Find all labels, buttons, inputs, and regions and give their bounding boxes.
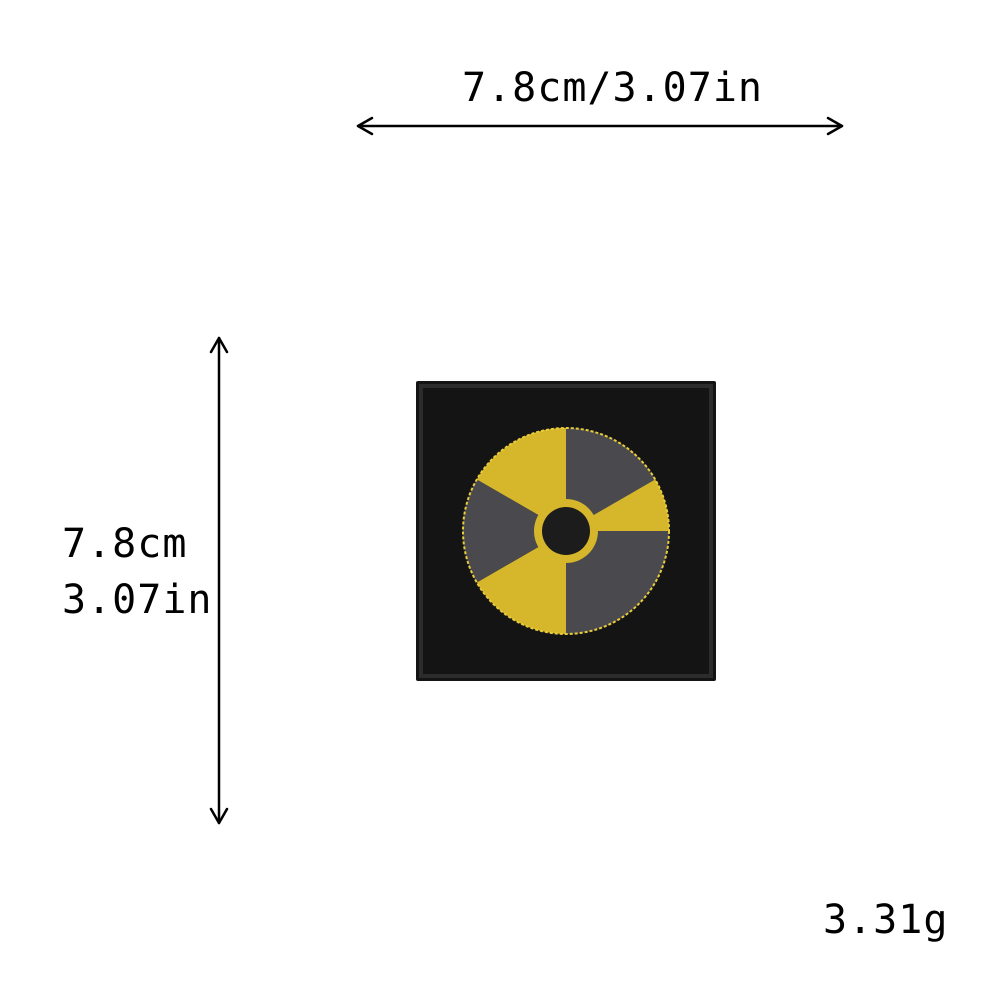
height-dimension-cm-label: 7.8cm xyxy=(62,521,188,567)
radiation-patch xyxy=(416,381,716,681)
width-arrow xyxy=(356,116,844,136)
height-dimension-in-label: 3.07in xyxy=(62,577,213,623)
height-arrow xyxy=(209,336,229,825)
patch-border xyxy=(419,384,713,678)
weight-label: 3.31g xyxy=(823,897,949,943)
radiation-symbol-icon xyxy=(462,427,670,635)
width-dimension-label: 7.8cm/3.07in xyxy=(462,65,763,111)
